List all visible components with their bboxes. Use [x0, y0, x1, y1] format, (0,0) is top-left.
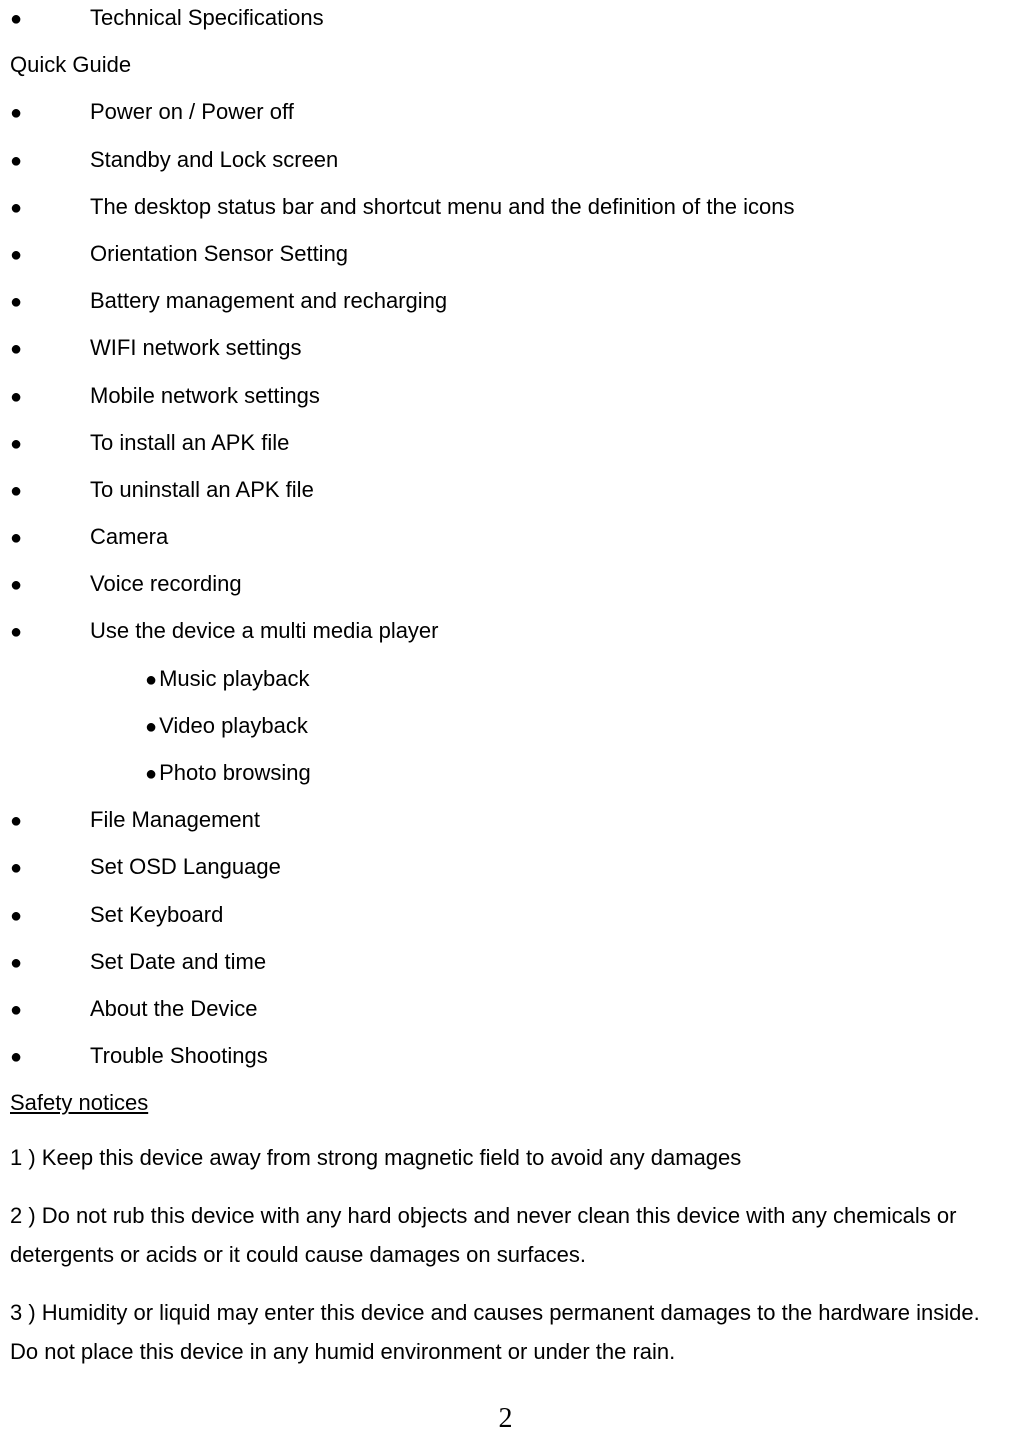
list-item-text: Trouble Shootings	[90, 1038, 1001, 1073]
list-item-text: The desktop status bar and shortcut menu…	[90, 189, 1001, 224]
list-item-text: To install an APK file	[90, 425, 1001, 460]
list-item: ●Orientation Sensor Setting	[10, 236, 1001, 271]
section-heading-safety: Safety notices	[10, 1085, 1001, 1120]
nested-list-item-text: Photo browsing	[159, 755, 311, 790]
list-item-text: Set OSD Language	[90, 849, 1001, 884]
bullet-icon: ●	[10, 475, 90, 507]
list-item-text: About the Device	[90, 991, 1001, 1026]
list-item: ●Power on / Power off	[10, 94, 1001, 129]
list-item: ●Mobile network settings	[10, 378, 1001, 413]
safety-paragraph: 3 ) Humidity or liquid may enter this de…	[10, 1294, 1001, 1371]
bullet-icon: ●	[10, 286, 90, 318]
nested-list-item: ●Video playback	[145, 708, 1001, 743]
bullet-icon: ●	[10, 805, 90, 837]
bullet-icon: ●	[145, 711, 157, 743]
list-item: ●Camera	[10, 519, 1001, 554]
bullet-icon: ●	[10, 3, 90, 35]
bullet-icon: ●	[10, 900, 90, 932]
bullet-icon: ●	[10, 239, 90, 271]
bullet-icon: ●	[10, 428, 90, 460]
list-item-text: Power on / Power off	[90, 94, 1001, 129]
list-item: ●File Management	[10, 802, 1001, 837]
list-item: ●About the Device	[10, 991, 1001, 1026]
list-item-text: Use the device a multi media player	[90, 613, 1001, 648]
list-item-text: Orientation Sensor Setting	[90, 236, 1001, 271]
bullet-icon: ●	[10, 852, 90, 884]
list-item-text: Battery management and recharging	[90, 283, 1001, 318]
list-item: ●Voice recording	[10, 566, 1001, 601]
bullet-icon: ●	[10, 97, 90, 129]
list-item: ●To install an APK file	[10, 425, 1001, 460]
list-item-text: Camera	[90, 519, 1001, 554]
bullet-icon: ●	[10, 145, 90, 177]
list-item: ●Set Keyboard	[10, 897, 1001, 932]
bullet-icon: ●	[10, 616, 90, 648]
list-item: ●Standby and Lock screen	[10, 142, 1001, 177]
nested-list-item: ●Photo browsing	[145, 755, 1001, 790]
list-item: ●Set Date and time	[10, 944, 1001, 979]
list-item-text: To uninstall an APK file	[90, 472, 1001, 507]
list-item: ●The desktop status bar and shortcut men…	[10, 189, 1001, 224]
safety-paragraph: 2 ) Do not rub this device with any hard…	[10, 1197, 1001, 1274]
page-number: 2	[10, 1397, 1001, 1442]
list-item: ●Use the device a multi media player	[10, 613, 1001, 648]
list-item-text: Standby and Lock screen	[90, 142, 1001, 177]
bullet-icon: ●	[10, 522, 90, 554]
list-item: ●Trouble Shootings	[10, 1038, 1001, 1073]
list-item: ●To uninstall an APK file	[10, 472, 1001, 507]
list-item: ●Set OSD Language	[10, 849, 1001, 884]
bullet-icon: ●	[10, 994, 90, 1026]
list-item-text: Voice recording	[90, 566, 1001, 601]
bullet-icon: ●	[10, 947, 90, 979]
bullet-icon: ●	[145, 664, 157, 696]
list-item-text: Technical Specifications	[90, 0, 1001, 35]
bullet-icon: ●	[10, 192, 90, 224]
list-item-text: File Management	[90, 802, 1001, 837]
nested-list-item-text: Music playback	[159, 661, 309, 696]
list-item-text: WIFI network settings	[90, 330, 1001, 365]
nested-list-item-text: Video playback	[159, 708, 308, 743]
bullet-icon: ●	[10, 333, 90, 365]
list-item: ●Technical Specifications	[10, 0, 1001, 35]
bullet-icon: ●	[10, 381, 90, 413]
list-item: ●WIFI network settings	[10, 330, 1001, 365]
bullet-icon: ●	[10, 1041, 90, 1073]
bullet-icon: ●	[10, 569, 90, 601]
nested-list-item: ●Music playback	[145, 661, 1001, 696]
list-item: ●Battery management and recharging	[10, 283, 1001, 318]
list-item-text: Set Keyboard	[90, 897, 1001, 932]
section-heading-quick-guide: Quick Guide	[10, 47, 1001, 82]
list-item-text: Mobile network settings	[90, 378, 1001, 413]
bullet-icon: ●	[145, 758, 157, 790]
safety-paragraph: 1 ) Keep this device away from strong ma…	[10, 1139, 1001, 1178]
list-item-text: Set Date and time	[90, 944, 1001, 979]
